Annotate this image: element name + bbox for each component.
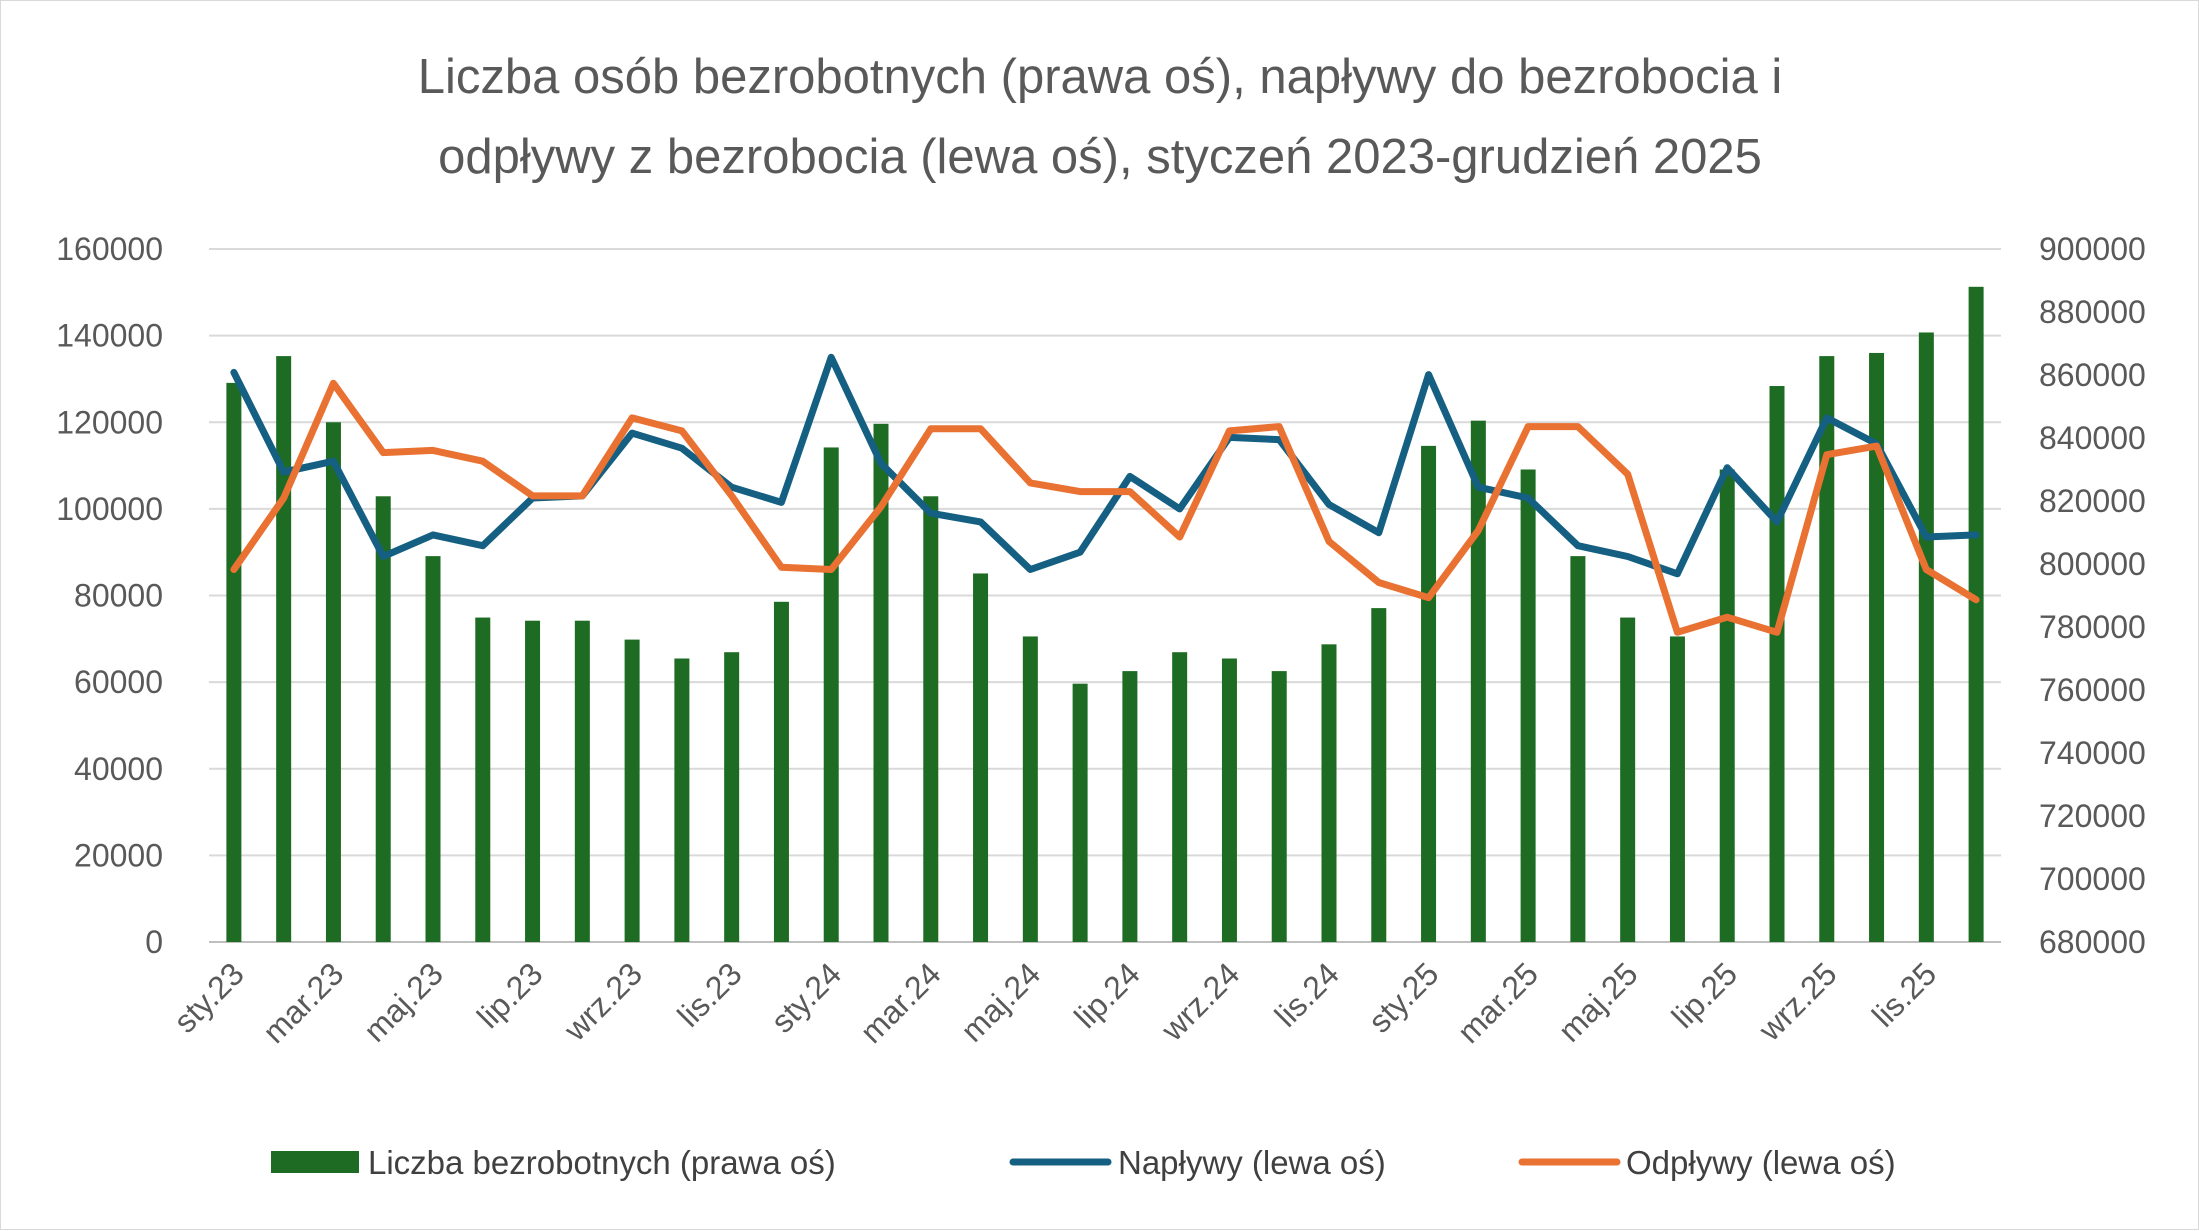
x-axis-tick-label: lis.23 — [670, 955, 748, 1033]
bar-bezrobotni — [1221, 658, 1237, 942]
x-axis-tick-label: sty.25 — [1361, 955, 1445, 1039]
left-axis-tick-label: 80000 — [74, 578, 163, 614]
bar-bezrobotni — [1769, 386, 1785, 942]
chart-title-line-2: odpływy z bezrobocia (lewa oś), styczeń … — [438, 130, 1762, 184]
right-axis-tick-label: 900000 — [2039, 231, 2146, 267]
bar-bezrobotni — [525, 620, 541, 942]
bar-bezrobotni — [1520, 469, 1536, 942]
bar-bezrobotni — [475, 617, 491, 942]
bar-bezrobotni — [276, 356, 292, 943]
left-axis-tick-label: 60000 — [74, 664, 163, 700]
right-axis-tick-label: 880000 — [2039, 294, 2146, 330]
bar-bezrobotni — [226, 382, 242, 942]
x-axis-tick-label: lip.23 — [470, 955, 550, 1035]
x-axis-tick-label: lis.24 — [1268, 955, 1346, 1033]
bar-bezrobotni — [923, 496, 939, 942]
left-axis-tick-label: 0 — [145, 924, 163, 960]
x-axis-tick-label: sty.23 — [167, 955, 251, 1039]
bar-bezrobotni — [624, 639, 640, 942]
bar-bezrobotni — [1122, 671, 1138, 942]
x-axis-tick-label: wrz.25 — [1751, 955, 1844, 1048]
bar-bezrobotni — [1470, 420, 1486, 942]
legend-swatch-bar — [271, 1151, 359, 1173]
right-axis: 680000 700000 720000 740000 760000 780000 8000… — [2039, 231, 2146, 960]
bar-bezrobotni — [1022, 636, 1038, 942]
bar-bezrobotni — [1669, 636, 1685, 942]
right-axis-tick-label: 720000 — [2039, 798, 2146, 834]
x-axis-tick-label: lip.24 — [1067, 955, 1147, 1035]
bar-bezrobotni — [1421, 445, 1437, 942]
x-axis-tick-label: lip.25 — [1665, 955, 1745, 1035]
bar-bezrobotni — [1620, 617, 1636, 942]
bar-bezrobotni — [1719, 469, 1735, 942]
legend-item-naplywy: Napływy (lewa oś) — [1009, 1144, 1386, 1181]
legend-label: Odpływy (lewa oś) — [1626, 1144, 1896, 1181]
x-axis-tick-label: maj.24 — [954, 955, 1047, 1048]
bar-bezrobotni — [1172, 652, 1188, 942]
x-axis-tick-label: sty.24 — [764, 955, 848, 1039]
bar-bezrobotni — [1570, 556, 1586, 942]
x-axis-tick-label: wrz.24 — [1154, 955, 1247, 1048]
x-axis-tick-label: mar.25 — [1450, 955, 1545, 1050]
x-axis-tick-label: lis.25 — [1865, 955, 1943, 1033]
legend-item-odplywy: Odpływy (lewa oś) — [1518, 1144, 1896, 1181]
right-axis-tick-label: 840000 — [2039, 420, 2146, 456]
bar-bezrobotni — [425, 556, 441, 942]
left-axis-tick-label: 120000 — [56, 404, 163, 440]
bar-bezrobotni — [1869, 352, 1885, 942]
bar-bezrobotni — [1072, 683, 1088, 942]
legend-label: Liczba bezrobotnych (prawa oś) — [368, 1144, 836, 1181]
left-axis: 0 20000 40000 60000 80000 100000 120000 140000 1… — [56, 231, 163, 960]
bar-bezrobotni — [773, 601, 789, 942]
x-axis-tick-label: mar.23 — [256, 955, 351, 1050]
bar-bezrobotni — [823, 447, 839, 942]
bar-bezrobotni — [1271, 671, 1287, 942]
bar-bezrobotni — [873, 423, 889, 942]
right-axis-tick-label: 760000 — [2039, 672, 2146, 708]
bar-bezrobotni — [375, 496, 391, 942]
bar-bezrobotni — [574, 620, 590, 942]
right-axis-tick-label: 860000 — [2039, 357, 2146, 393]
bar-bezrobotni — [1371, 608, 1387, 942]
bar-bezrobotni — [1918, 332, 1934, 943]
line-series — [230, 353, 1980, 636]
right-axis-tick-label: 700000 — [2039, 861, 2146, 897]
x-axis: sty.23 mar.23 maj.23 lip.23 wrz.23 lis.23 sty.… — [167, 955, 1944, 1050]
bar-bezrobotni — [1819, 356, 1835, 943]
left-axis-tick-label: 40000 — [74, 751, 163, 787]
left-axis-tick-label: 100000 — [56, 491, 163, 527]
bar-bezrobotni — [674, 658, 690, 942]
left-axis-tick-label: 140000 — [56, 318, 163, 354]
x-axis-tick-label: maj.25 — [1551, 955, 1644, 1048]
right-axis-tick-label: 680000 — [2039, 924, 2146, 960]
chart-title-line-1: Liczba osób bezrobotnych (prawa oś), nap… — [418, 50, 1783, 104]
bar-bezrobotni — [973, 573, 989, 942]
right-axis-tick-label: 800000 — [2039, 546, 2146, 582]
left-axis-tick-label: 20000 — [74, 837, 163, 873]
bar-series — [226, 286, 1984, 943]
x-axis-tick-label: maj.23 — [357, 955, 450, 1048]
right-axis-tick-label: 820000 — [2039, 483, 2146, 519]
bar-bezrobotni — [1968, 286, 1984, 942]
x-axis-tick-label: wrz.23 — [556, 955, 649, 1048]
legend-item-bezrobotni: Liczba bezrobotnych (prawa oś) — [271, 1144, 836, 1181]
legend: Liczba bezrobotnych (prawa oś) Napływy (l… — [271, 1144, 1896, 1181]
legend-label: Napływy (lewa oś) — [1118, 1144, 1386, 1181]
bar-bezrobotni — [1321, 644, 1337, 942]
bar-bezrobotni — [724, 652, 740, 942]
chart-title: Liczba osób bezrobotnych (prawa oś), nap… — [418, 50, 1783, 184]
x-axis-tick-label: mar.24 — [853, 955, 948, 1050]
right-axis-tick-label: 740000 — [2039, 735, 2146, 771]
left-axis-tick-label: 160000 — [56, 231, 163, 267]
right-axis-tick-label: 780000 — [2039, 609, 2146, 645]
bar-bezrobotni — [325, 422, 341, 942]
line-naplywy — [230, 353, 1980, 578]
line-odplywy — [230, 379, 1980, 636]
